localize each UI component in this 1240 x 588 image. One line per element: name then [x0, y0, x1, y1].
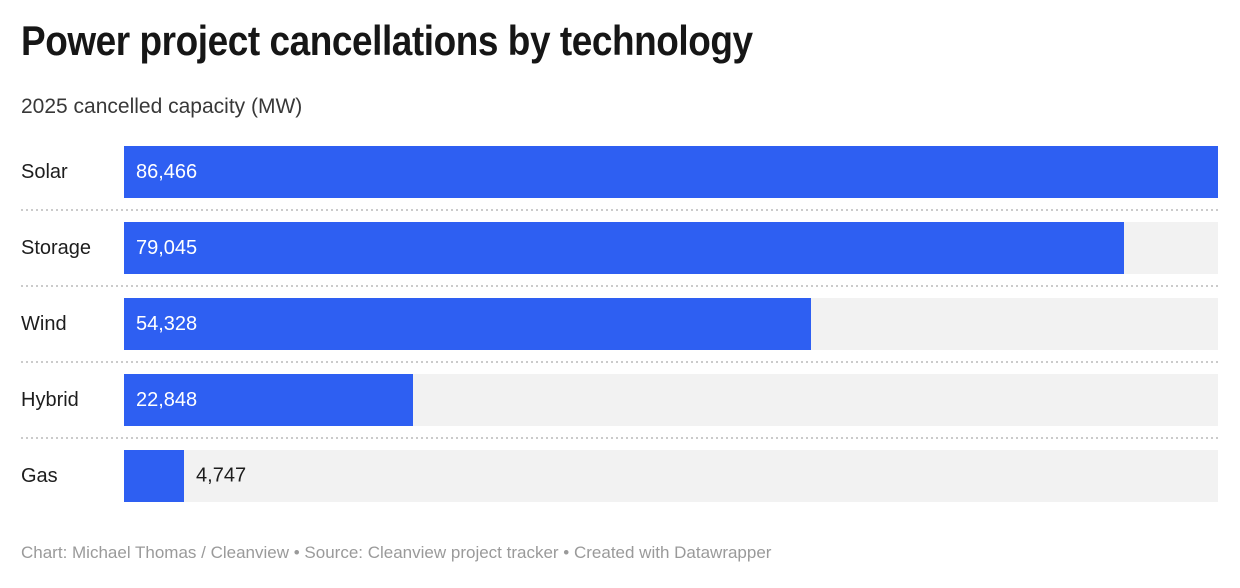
bar-chart: Solar 86,466 Storage 79,045 Wind 54,328 Hybrid… [21, 146, 1218, 526]
bar [124, 450, 185, 502]
chart-title: Power project cancellations by technolog… [21, 20, 852, 62]
bar-track: 79,045 [124, 222, 1218, 274]
category-label: Hybrid [21, 388, 79, 411]
chart-title-text: Power project cancellations by technolog… [21, 17, 753, 64]
bar: 79,045 [124, 222, 1125, 274]
chart-subtitle: 2025 cancelled capacity (MW) [21, 95, 303, 118]
bar-track: 86,466 [124, 146, 1218, 198]
bar-row: Gas 4,747 [21, 450, 1218, 502]
category-label: Gas [21, 464, 58, 487]
value-label: 4,747 [196, 464, 247, 487]
bar: 54,328 [124, 298, 812, 350]
bar: 86,466 [124, 146, 1218, 198]
value-label: 79,045 [136, 236, 198, 259]
bar-track: 22,848 [124, 374, 1218, 426]
value-label: 22,848 [136, 388, 198, 411]
category-label: Solar [21, 160, 68, 183]
bar-row: Wind 54,328 [21, 298, 1218, 363]
bar-track: 4,747 [124, 450, 1218, 502]
category-label: Storage [21, 236, 92, 259]
bar-row: Hybrid 22,848 [21, 374, 1218, 439]
attribution-footer: Chart: Michael Thomas / Cleanview • Sour… [21, 543, 772, 562]
value-label: 86,466 [136, 160, 198, 183]
bar-row: Storage 79,045 [21, 222, 1218, 287]
bar: 22,848 [124, 374, 414, 426]
value-label: 54,328 [136, 312, 198, 335]
bar-track: 54,328 [124, 298, 1218, 350]
bar-row: Solar 86,466 [21, 146, 1218, 211]
category-label: Wind [21, 312, 67, 335]
